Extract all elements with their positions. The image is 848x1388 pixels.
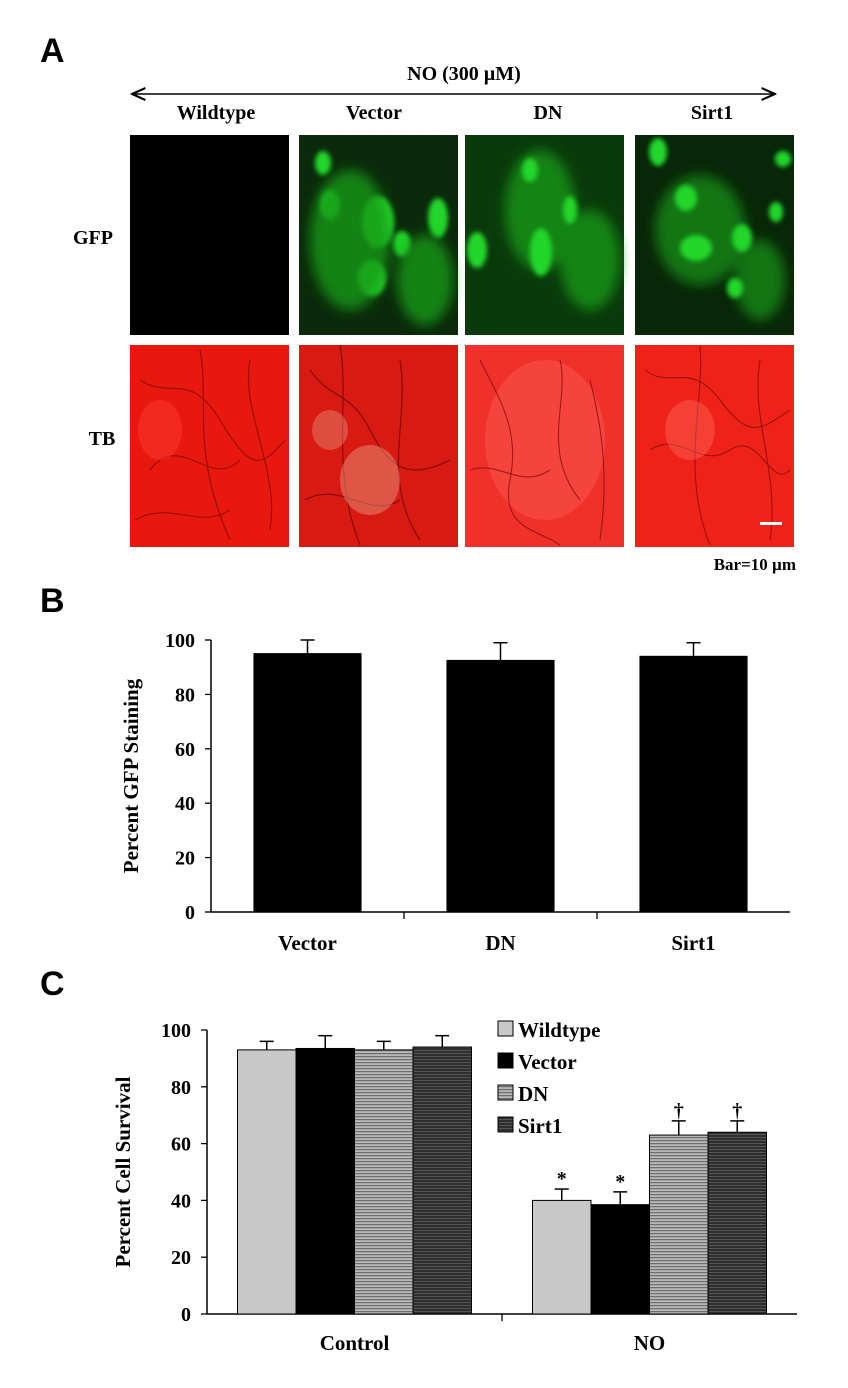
legend-label: Wildtype [518, 1018, 600, 1042]
chart-b: 0 20 40 60 80 100 Vector DN Sirt1 Percent GFP Sta… [119, 630, 790, 955]
row-label-tb: TB [89, 428, 116, 450]
gfp-micrograph-row [130, 135, 794, 335]
legend-swatch [497, 1116, 514, 1133]
y-tick-label: 20 [175, 848, 195, 870]
y-tick-label: 0 [181, 1304, 191, 1326]
y-tick-label: 40 [175, 793, 195, 815]
gfp-image-sirt1 [635, 135, 794, 335]
y-tick-label: 80 [175, 684, 195, 706]
bar-vector-no [590, 1204, 650, 1315]
y-tick-label: 100 [165, 630, 195, 652]
x-tick-label: Sirt1 [671, 931, 715, 955]
bar-sirt1-no [707, 1131, 767, 1315]
y-tick-label: 40 [171, 1190, 191, 1212]
column-label-wildtype: Wildtype [177, 102, 256, 124]
legend: Wildtype Vector DN Sirt1 [497, 1018, 600, 1138]
x-tick-label: Control [320, 1331, 390, 1355]
bar-vector [253, 653, 362, 913]
significance-mark: * [557, 1168, 567, 1190]
legend-label: Sirt1 [518, 1114, 562, 1138]
significance-mark: † [732, 1100, 742, 1122]
bar-wildtype-no [532, 1199, 592, 1315]
bar-dn-no [649, 1134, 709, 1315]
tb-image-vector [299, 344, 458, 547]
panel-a-letter: A [40, 32, 65, 70]
bar-dn [446, 659, 555, 913]
chart-c: 0 20 40 60 80 100 Control * * † † NO Percent Cell Su… [111, 1018, 797, 1355]
legend-swatch [497, 1084, 514, 1101]
y-tick-label: 100 [161, 1020, 191, 1042]
legend-swatch [497, 1052, 514, 1069]
column-label-vector: Vector [346, 102, 402, 124]
y-axis-label: Percent Cell Survival [111, 1076, 135, 1267]
bar-vector-control [295, 1047, 355, 1315]
legend-label: DN [518, 1082, 548, 1106]
scale-bar-label: Bar=10 µm [714, 555, 796, 574]
y-tick-label: 60 [171, 1134, 191, 1156]
column-label-dn: DN [534, 102, 563, 124]
bar-sirt1-control [412, 1046, 472, 1315]
panel-c-letter: C [40, 965, 65, 1003]
row-label-gfp: GFP [73, 227, 113, 249]
significance-mark: † [674, 1100, 684, 1122]
panel-b-letter: B [40, 582, 65, 620]
bar-sirt1 [639, 655, 748, 913]
legend-swatch [497, 1020, 514, 1037]
column-label-sirt1: Sirt1 [691, 102, 733, 124]
y-tick-label: 80 [171, 1077, 191, 1099]
y-tick-label: 0 [185, 902, 195, 924]
treatment-label: NO (300 µM) [407, 63, 521, 85]
legend-label: Vector [518, 1050, 577, 1074]
y-axis-label: Percent GFP Staining [119, 678, 143, 873]
tb-image-wildtype [130, 345, 289, 547]
significance-mark: * [615, 1171, 625, 1193]
x-tick-label: DN [485, 931, 515, 955]
x-tick-label: NO [634, 1331, 666, 1355]
bar-wildtype-control [237, 1049, 297, 1315]
y-tick-label: 60 [175, 739, 195, 761]
tb-micrograph-row [130, 344, 794, 547]
y-tick-label: 20 [171, 1247, 191, 1269]
bar-dn-control [354, 1049, 414, 1315]
gfp-image-dn [465, 135, 624, 335]
gfp-image-wildtype [130, 135, 289, 335]
tb-image-dn [465, 345, 624, 547]
scale-bar [760, 522, 782, 525]
x-tick-label: Vector [278, 931, 337, 955]
tb-image-sirt1 [635, 344, 794, 547]
gfp-image-vector [299, 135, 458, 335]
